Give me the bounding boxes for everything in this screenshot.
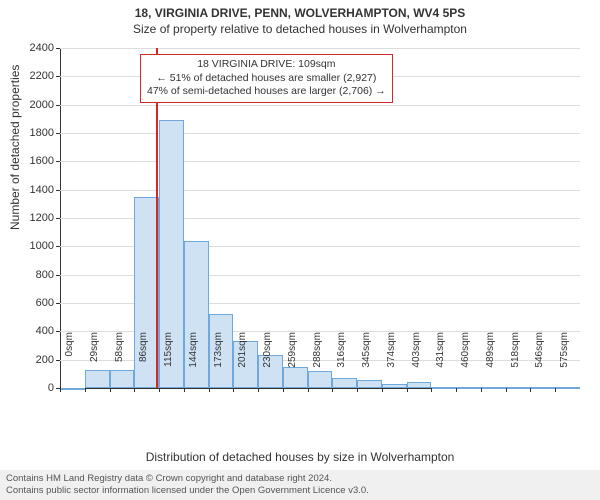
ytick-label: 0 xyxy=(14,382,54,394)
ytick-mark xyxy=(56,303,60,304)
xtick-mark xyxy=(431,388,432,392)
xtick-label: 230sqm xyxy=(262,332,273,392)
xtick-mark xyxy=(60,388,61,392)
xtick-label: 403sqm xyxy=(411,332,422,392)
annotation-box: 18 VIRGINIA DRIVE: 109sqm← 51% of detach… xyxy=(140,54,393,103)
xtick-label: 575sqm xyxy=(559,332,570,392)
xtick-mark xyxy=(481,388,482,392)
xtick-label: 173sqm xyxy=(213,332,224,392)
ytick-mark xyxy=(56,275,60,276)
annotation-line: 18 VIRGINIA DRIVE: 109sqm xyxy=(147,58,386,72)
xtick-mark xyxy=(357,388,358,392)
xtick-mark xyxy=(209,388,210,392)
xtick-mark xyxy=(308,388,309,392)
ytick-label: 1200 xyxy=(14,212,54,224)
ytick-mark xyxy=(56,218,60,219)
xtick-label: 115sqm xyxy=(163,332,174,392)
xtick-label: 58sqm xyxy=(114,332,125,392)
ytick-mark xyxy=(56,246,60,247)
xtick-mark xyxy=(382,388,383,392)
chart-container: 18, VIRGINIA DRIVE, PENN, WOLVERHAMPTON,… xyxy=(0,0,600,500)
ytick-label: 800 xyxy=(14,269,54,281)
footer-line-1: Contains HM Land Registry data © Crown c… xyxy=(6,473,594,485)
ytick-label: 2400 xyxy=(14,42,54,54)
ytick-label: 1400 xyxy=(14,184,54,196)
xtick-label: 0sqm xyxy=(64,332,75,392)
grid-line xyxy=(60,190,580,191)
ytick-label: 2200 xyxy=(14,70,54,82)
ytick-label: 1800 xyxy=(14,127,54,139)
x-axis-label: Distribution of detached houses by size … xyxy=(0,450,600,464)
ytick-mark xyxy=(56,48,60,49)
xtick-mark xyxy=(134,388,135,392)
ytick-mark xyxy=(56,190,60,191)
xtick-label: 489sqm xyxy=(485,332,496,392)
chart-subtitle: Size of property relative to detached ho… xyxy=(0,22,600,36)
annotation-line: 47% of semi-detached houses are larger (… xyxy=(147,85,386,99)
ytick-mark xyxy=(56,76,60,77)
xtick-mark xyxy=(555,388,556,392)
xtick-mark xyxy=(506,388,507,392)
grid-line xyxy=(60,161,580,162)
plot-area: 0sqm 29sqm 58sqm 86sqm 115sqm 144sqm 173sqm 201… xyxy=(60,48,580,408)
grid-line xyxy=(60,105,580,106)
xtick-mark xyxy=(184,388,185,392)
ytick-label: 1000 xyxy=(14,240,54,252)
ytick-mark xyxy=(56,360,60,361)
xtick-label: 29sqm xyxy=(89,332,100,392)
ytick-mark xyxy=(56,161,60,162)
xtick-label: 460sqm xyxy=(460,332,471,392)
y-axis-label: Number of detached properties xyxy=(8,65,22,230)
ytick-mark xyxy=(56,331,60,332)
xtick-mark xyxy=(110,388,111,392)
xtick-label: 259sqm xyxy=(287,332,298,392)
annotation-line: ← 51% of detached houses are smaller (2,… xyxy=(147,72,386,86)
footer-line-2: Contains public sector information licen… xyxy=(6,485,594,497)
xtick-mark xyxy=(456,388,457,392)
grid-line xyxy=(60,133,580,134)
xtick-label: 201sqm xyxy=(237,332,248,392)
xtick-mark xyxy=(283,388,284,392)
chart-title: 18, VIRGINIA DRIVE, PENN, WOLVERHAMPTON,… xyxy=(0,0,600,20)
xtick-mark xyxy=(407,388,408,392)
xtick-mark xyxy=(530,388,531,392)
ytick-label: 2000 xyxy=(14,99,54,111)
xtick-label: 546sqm xyxy=(534,332,545,392)
ytick-label: 600 xyxy=(14,297,54,309)
ytick-label: 1600 xyxy=(14,155,54,167)
xtick-label: 431sqm xyxy=(435,332,446,392)
xtick-mark xyxy=(258,388,259,392)
xtick-mark xyxy=(233,388,234,392)
xtick-mark xyxy=(159,388,160,392)
ytick-mark xyxy=(56,105,60,106)
xtick-label: 374sqm xyxy=(386,332,397,392)
xtick-mark xyxy=(85,388,86,392)
ytick-label: 200 xyxy=(14,354,54,366)
xtick-label: 518sqm xyxy=(510,332,521,392)
xtick-label: 86sqm xyxy=(138,332,149,392)
footer-attribution: Contains HM Land Registry data © Crown c… xyxy=(0,470,600,500)
xtick-label: 144sqm xyxy=(188,332,199,392)
ytick-mark xyxy=(56,133,60,134)
ytick-label: 400 xyxy=(14,325,54,337)
xtick-label: 316sqm xyxy=(336,332,347,392)
grid-line xyxy=(60,48,580,49)
xtick-label: 288sqm xyxy=(312,332,323,392)
xtick-label: 345sqm xyxy=(361,332,372,392)
xtick-mark xyxy=(332,388,333,392)
